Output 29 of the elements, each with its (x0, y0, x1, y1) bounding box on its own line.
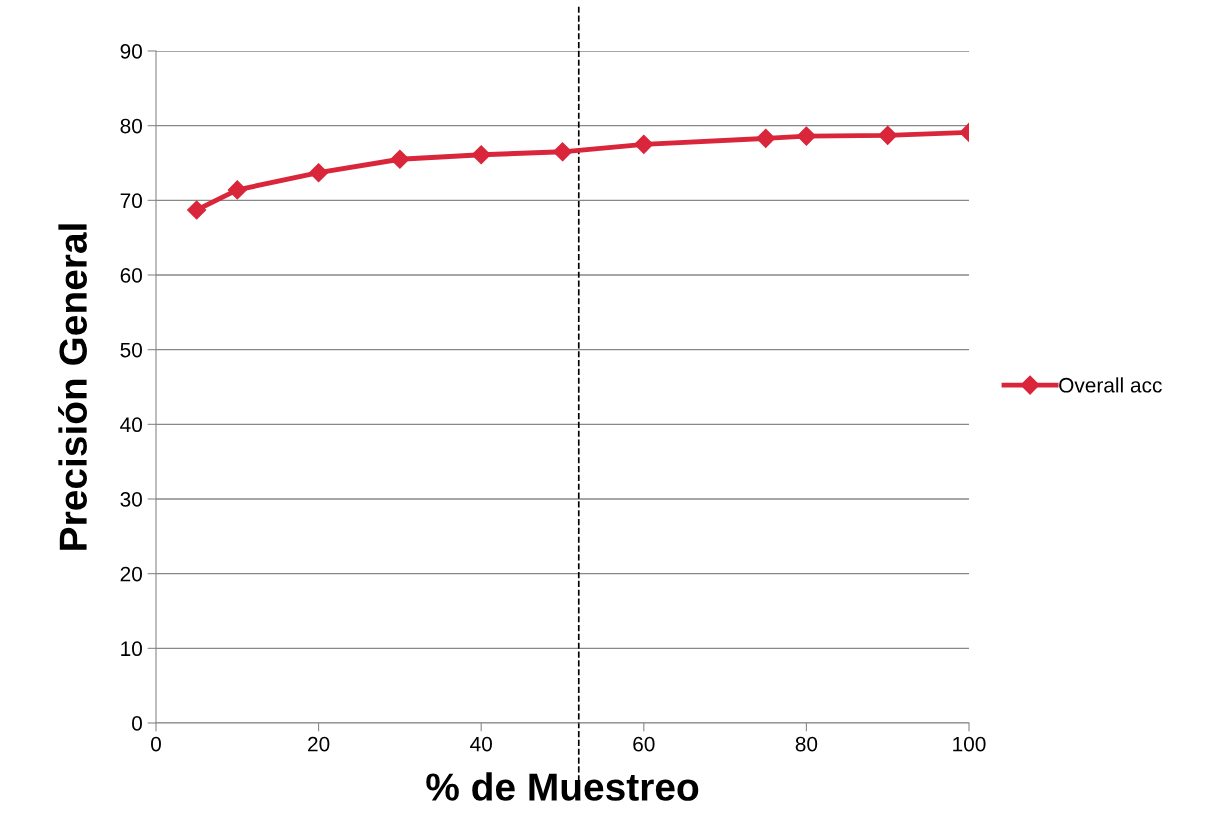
point (756, 128, 776, 148)
y-tick-label: 90 (120, 44, 142, 59)
point (552, 142, 573, 162)
point (187, 200, 207, 220)
point (309, 163, 329, 183)
y-axis-title: Precisión General (58, 224, 87, 550)
point (390, 149, 410, 169)
y-tick-label: 50 (120, 342, 142, 358)
x-tick-label: 20 (308, 736, 330, 752)
x-tick-label: 60 (633, 736, 655, 752)
point (227, 180, 247, 200)
x-tick-label: 100 (953, 736, 986, 752)
x-tick-label: 80 (795, 736, 818, 752)
point (471, 145, 491, 165)
y-tick-label: 80 (120, 118, 142, 134)
y-tick-label: 0 (132, 716, 142, 731)
y-tick-label: 10 (121, 641, 142, 657)
y-tick-label: 40 (120, 417, 142, 433)
legend-label: Overall acc (1059, 377, 1162, 393)
x-tick-label: 0 (151, 736, 161, 752)
y-tick-label: 30 (120, 492, 142, 507)
y-tick-label: 70 (120, 193, 142, 209)
point (878, 125, 898, 145)
y-tick-label: 60 (120, 268, 142, 283)
x-axis-title: % de Muestreo (426, 772, 699, 801)
y-tick-label: 20 (120, 566, 142, 582)
x-tick-label: 40 (470, 736, 492, 752)
point (634, 134, 654, 154)
point (796, 126, 816, 146)
